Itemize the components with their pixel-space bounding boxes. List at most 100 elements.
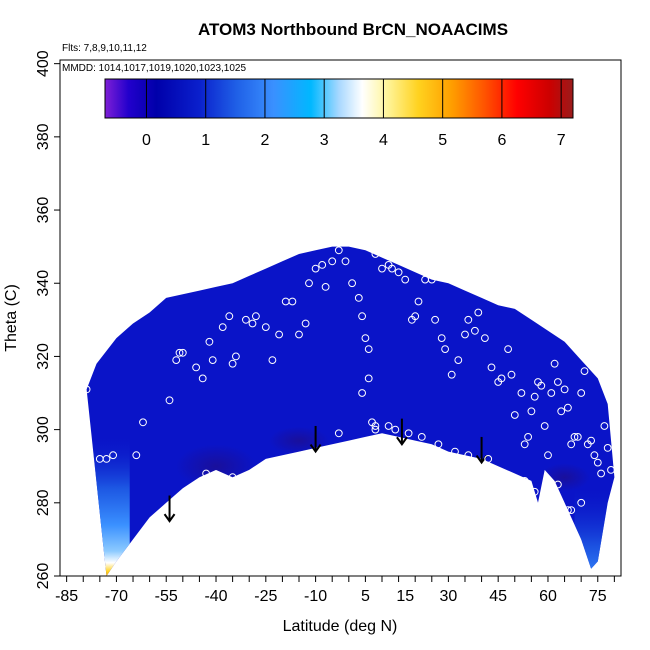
x-tick-label-3: -40 xyxy=(204,588,227,605)
arrow-head-0 xyxy=(163,513,176,523)
sample-point-70 xyxy=(510,411,519,419)
sample-point-21 xyxy=(248,319,257,328)
sample-point-25 xyxy=(275,330,284,339)
colorbar-tick-label-4: 4 xyxy=(379,132,388,149)
colorbar-tick-label-7: 7 xyxy=(557,132,566,149)
flights-note: Flts: 7,8,9,10,11,12 xyxy=(62,43,147,54)
field-layer xyxy=(86,246,615,576)
sample-point-57 xyxy=(441,345,450,354)
chart-title: ATOM3 Northbound BrCN_NOAACIMS xyxy=(198,20,508,39)
sample-point-37 xyxy=(348,279,357,288)
sample-point-69 xyxy=(507,370,516,379)
x-tick-label-7: 15 xyxy=(396,588,414,605)
sample-point-52 xyxy=(414,297,423,306)
sample-point-42 xyxy=(364,345,373,354)
sample-point-6 xyxy=(132,451,141,460)
sample-point-90 xyxy=(580,367,589,376)
sample-point-84 xyxy=(560,385,569,394)
sample-point-103 xyxy=(554,480,562,489)
sample-point-104 xyxy=(202,469,211,478)
x-tick-label-6: 5 xyxy=(361,588,370,605)
sample-point-87 xyxy=(570,433,579,441)
sample-point-120 xyxy=(520,477,529,485)
y-tick-label-6: 380 xyxy=(35,123,52,150)
sample-point-20 xyxy=(242,315,250,324)
sample-point-45 xyxy=(378,264,386,273)
x-axis-label: Latitude (deg N) xyxy=(283,618,398,635)
sample-point-30 xyxy=(305,279,313,288)
colorbar-tick-label-6: 6 xyxy=(497,132,506,149)
sample-point-15 xyxy=(208,356,217,365)
field-north-edge xyxy=(574,488,608,576)
sample-point-105 xyxy=(228,473,237,482)
sample-point-24 xyxy=(268,356,277,365)
sample-point-9 xyxy=(172,356,181,365)
sample-point-48 xyxy=(394,268,403,277)
sample-point-10 xyxy=(175,348,184,357)
sample-point-44 xyxy=(371,250,380,258)
y-tick-label-4: 340 xyxy=(35,270,52,297)
y-tick-label-5: 360 xyxy=(35,197,52,224)
sample-point-83 xyxy=(557,407,566,416)
sample-point-73 xyxy=(524,433,532,441)
sample-point-74 xyxy=(527,407,536,416)
x-tick-label-2: -55 xyxy=(155,588,178,605)
sample-point-82 xyxy=(554,378,562,386)
sample-point-79 xyxy=(544,451,552,460)
sample-point-14 xyxy=(205,337,214,346)
sample-point-60 xyxy=(461,330,469,339)
sample-point-47 xyxy=(388,264,396,273)
dates-note: MMDD: 1014,1017,1019,1020,1023,1025 xyxy=(62,63,246,74)
sample-point-68 xyxy=(504,345,513,354)
sample-point-13 xyxy=(198,374,207,383)
sample-point-115 xyxy=(434,440,443,449)
sample-point-93 xyxy=(590,451,599,460)
sample-point-63 xyxy=(474,308,483,317)
sample-point-109 xyxy=(371,425,380,434)
sample-point-78 xyxy=(540,422,549,430)
sample-point-56 xyxy=(437,334,446,343)
sample-point-41 xyxy=(364,374,373,383)
sample-point-71 xyxy=(517,389,526,397)
y-axis-label: Theta (C) xyxy=(3,284,20,352)
x-axis: -85 -70 -55 -40 -25 -10 5 15 30 45 60 75 xyxy=(55,576,615,605)
sample-point-65 xyxy=(487,363,496,372)
sample-point-94 xyxy=(593,458,602,467)
sample-point-43 xyxy=(358,389,367,397)
y-tick-label-3: 320 xyxy=(35,343,52,370)
x-tick-label-9: 45 xyxy=(489,588,507,605)
x-tick-label-10: 60 xyxy=(539,588,557,605)
x-tick-label-11: 75 xyxy=(589,588,607,605)
sample-point-35 xyxy=(334,246,343,255)
sample-point-111 xyxy=(384,422,393,430)
y-tick-label-2: 300 xyxy=(35,416,52,443)
sample-point-89 xyxy=(577,389,586,397)
arrow-head-1 xyxy=(309,443,322,454)
sample-point-92 xyxy=(587,436,595,445)
sample-point-113 xyxy=(404,429,413,438)
sample-point-39 xyxy=(358,312,367,321)
sample-point-49 xyxy=(401,275,410,284)
sample-point-112 xyxy=(391,425,400,434)
sample-point-34 xyxy=(328,257,337,266)
sample-point-16 xyxy=(218,323,227,332)
sample-point-54 xyxy=(427,275,436,284)
colorbar: 0 1 2 3 4 5 6 7 xyxy=(104,78,574,149)
sample-point-36 xyxy=(341,257,350,266)
colorbar-tick-label-1: 1 xyxy=(201,132,210,149)
sample-point-97 xyxy=(603,444,612,452)
sample-point-67 xyxy=(497,374,506,383)
sample-point-96 xyxy=(600,422,609,430)
x-tick-label-0: -85 xyxy=(55,588,78,605)
sample-point-80 xyxy=(547,389,556,397)
sample-point-38 xyxy=(354,294,363,302)
sample-point-5 xyxy=(109,451,117,460)
plot-frame xyxy=(59,59,622,577)
sample-point-114 xyxy=(417,433,426,441)
x-tick-label-1: -70 xyxy=(105,588,128,605)
sample-point-8 xyxy=(165,396,174,405)
sample-point-51 xyxy=(411,312,420,321)
sample-point-0 xyxy=(79,444,88,452)
sample-point-88 xyxy=(573,433,582,441)
